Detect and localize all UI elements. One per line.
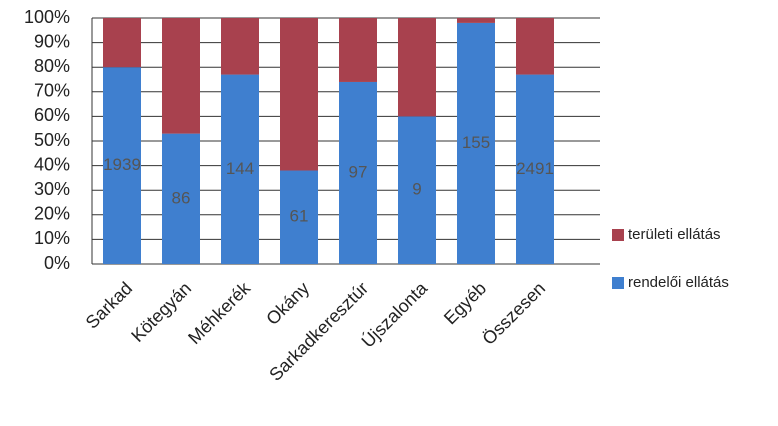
data-label: 9	[412, 180, 421, 199]
x-tick-label: Újszalonta	[357, 277, 432, 352]
bar-segment	[221, 74, 259, 264]
data-label: 1939	[103, 155, 141, 174]
bar-segment	[162, 133, 200, 264]
y-tick-label: 20%	[34, 204, 70, 224]
y-tick-label: 40%	[34, 154, 70, 174]
bar-segment	[516, 74, 554, 264]
y-tick-label: 30%	[34, 179, 70, 199]
legend-label: rendelői ellátás	[628, 274, 729, 291]
bar-segment	[162, 18, 200, 134]
x-tick-label: Sarkad	[82, 278, 136, 332]
y-tick-label: 90%	[34, 31, 70, 51]
legend-label: területi ellátás	[628, 226, 721, 243]
bar-segment	[103, 67, 141, 264]
bar-segment	[221, 18, 259, 75]
bar-segment	[339, 18, 377, 82]
x-tick-label: Sarkadkeresztúr	[265, 278, 372, 385]
bar-segment	[398, 116, 436, 265]
bar-segment	[457, 22, 495, 265]
y-tick-label: 70%	[34, 81, 70, 101]
bar-segment	[339, 81, 377, 265]
bar-segment	[457, 18, 495, 23]
data-label: 97	[349, 162, 368, 181]
bar-segment	[103, 18, 141, 68]
y-tick-label: 80%	[34, 56, 70, 76]
x-tick-label: Okány	[262, 278, 313, 329]
bar-segment	[516, 18, 554, 75]
legend-swatch	[612, 277, 624, 289]
bar-segment	[280, 18, 318, 171]
x-tick-label: Egyéb	[440, 278, 490, 328]
data-label: 86	[172, 188, 191, 207]
legend-swatch	[612, 229, 624, 241]
y-tick-label: 10%	[34, 228, 70, 248]
data-label: 144	[226, 159, 254, 178]
bar-segment	[280, 170, 318, 264]
y-tick-label: 50%	[34, 130, 70, 150]
x-tick-label: Összesen	[478, 278, 549, 349]
y-tick-label: 0%	[44, 253, 70, 273]
y-tick-label: 60%	[34, 105, 70, 125]
data-label: 155	[462, 133, 490, 152]
data-label: 2491	[516, 159, 554, 178]
data-label: 61	[290, 207, 309, 226]
bar-segment	[398, 18, 436, 117]
x-tick-label: Méhkerék	[184, 277, 255, 348]
y-tick-label: 100%	[24, 7, 70, 27]
